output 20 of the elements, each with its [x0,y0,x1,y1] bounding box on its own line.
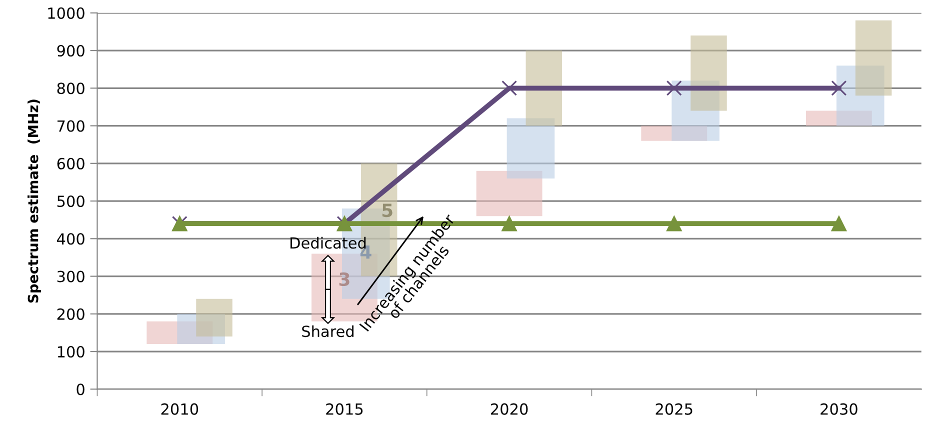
y-tick-label: 500 [57,195,84,208]
y-tick-label: 600 [57,158,84,170]
y-tick-label: 900 [57,44,84,57]
annotation: Shared [302,325,354,338]
series-label: 5 [382,204,392,218]
series-label: 3 [339,272,350,286]
y-axis-title: Spectrum estimate (MHz) [28,100,41,303]
y-tick-label: 100 [58,346,84,358]
y-tick-label: 300 [57,270,84,282]
y-tick-label: 200 [57,308,84,320]
x-tick-label: 2030 [820,403,858,415]
y-tick-label: 0 [76,384,84,396]
y-tick-label: 700 [58,120,84,132]
x-tick-label: 2020 [490,403,528,415]
y-tick-label: 800 [57,82,84,94]
y-tick-label: 400 [57,233,84,245]
x-tick-label: 2015 [326,403,363,415]
x-tick-label: 2010 [161,403,198,415]
x-tick-label: 2025 [656,403,692,415]
y-tick-label: 1000 [48,7,84,19]
